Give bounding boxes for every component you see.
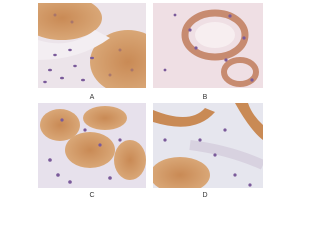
panel-label: C xyxy=(89,192,94,199)
panel-c-image xyxy=(38,103,146,188)
panel-a-image xyxy=(38,3,146,88)
panel-b-image xyxy=(153,3,263,88)
panel-label: B xyxy=(203,94,208,101)
panel-label: A xyxy=(90,94,95,101)
panel-label: D xyxy=(202,192,207,199)
page: {"panels": [{"label": "A"}, {"label": "B… xyxy=(38,3,263,199)
figure: A B C D xyxy=(38,3,263,199)
panel-d-image xyxy=(153,103,263,188)
